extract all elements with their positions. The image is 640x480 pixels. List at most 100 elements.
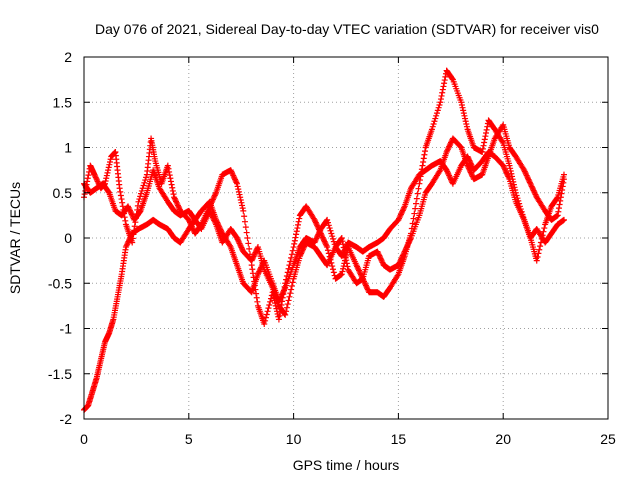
data-point <box>210 195 217 202</box>
data-point <box>460 107 467 114</box>
data-point <box>324 247 331 254</box>
data-point <box>127 208 134 215</box>
data-point <box>420 158 427 165</box>
y-tick-label: 0.5 <box>53 185 73 201</box>
data-point <box>325 222 332 229</box>
data-point <box>343 260 350 267</box>
data-point <box>248 257 255 264</box>
data-point <box>499 138 506 145</box>
data-point <box>169 184 176 191</box>
data-point <box>364 285 371 292</box>
data-point <box>449 75 456 82</box>
data-point <box>531 190 538 197</box>
data-point <box>420 155 427 162</box>
data-point <box>238 244 245 251</box>
data-point <box>105 164 112 171</box>
data-point <box>419 162 426 169</box>
data-point <box>375 249 382 256</box>
data-point <box>505 173 512 180</box>
data-point <box>404 241 411 248</box>
data-point <box>503 169 510 176</box>
data-point <box>407 236 414 243</box>
data-point <box>212 220 219 227</box>
data-point <box>428 126 435 133</box>
data-point <box>377 255 384 262</box>
data-point <box>361 279 368 286</box>
data-point <box>376 254 383 261</box>
data-point <box>328 230 335 237</box>
data-point <box>355 267 362 274</box>
data-point <box>84 178 91 185</box>
data-point <box>233 179 240 186</box>
data-point <box>394 272 401 279</box>
data-point <box>322 241 329 248</box>
data-point <box>458 99 465 106</box>
data-point <box>540 228 547 235</box>
data-point <box>285 265 292 272</box>
data-point <box>340 241 347 248</box>
data-point <box>432 115 439 122</box>
data-point <box>329 263 336 270</box>
data-point <box>479 145 486 152</box>
data-point <box>446 142 453 149</box>
data-point <box>261 320 268 327</box>
x-tick-label: 10 <box>286 431 302 447</box>
data-point <box>395 262 402 269</box>
data-point <box>241 213 248 220</box>
data-point <box>143 174 150 181</box>
data-point <box>560 179 567 186</box>
data-point <box>266 301 273 308</box>
data-point <box>507 168 514 175</box>
data-point <box>250 253 257 260</box>
data-point <box>105 188 112 195</box>
data-point <box>296 215 303 222</box>
data-point <box>330 235 337 242</box>
data-point <box>289 279 296 286</box>
data-point <box>533 257 540 264</box>
data-point <box>504 172 511 179</box>
data-point <box>429 123 436 130</box>
data-point <box>230 173 237 180</box>
data-point <box>141 179 148 186</box>
data-point <box>257 265 264 272</box>
data-point <box>321 238 328 245</box>
data-point <box>287 290 294 297</box>
data-point <box>413 200 420 207</box>
data-point <box>374 248 381 255</box>
data-point <box>506 162 513 169</box>
data-point <box>209 196 216 203</box>
data-point <box>411 210 418 217</box>
data-point <box>185 216 192 223</box>
data-point <box>239 245 246 252</box>
data-point <box>502 168 509 175</box>
data-point <box>106 158 113 165</box>
data-point <box>524 173 531 180</box>
data-point <box>320 235 327 242</box>
data-point <box>319 234 326 241</box>
data-point <box>119 203 126 210</box>
data-point <box>312 219 319 226</box>
data-point <box>142 177 149 184</box>
data-point <box>555 205 562 212</box>
data-point <box>209 213 216 220</box>
data-point <box>413 195 420 202</box>
data-point <box>165 165 172 172</box>
data-point <box>401 249 408 256</box>
data-point <box>443 149 450 156</box>
data-point <box>300 246 307 253</box>
data-point <box>403 244 410 251</box>
data-point <box>164 162 171 169</box>
data-point <box>443 167 450 174</box>
data-point <box>228 169 235 176</box>
data-point <box>354 263 361 270</box>
data-point <box>126 237 133 244</box>
data-point <box>406 237 413 244</box>
data-point <box>105 167 112 174</box>
data-point <box>283 304 290 311</box>
data-point <box>339 268 346 275</box>
data-point <box>137 193 144 200</box>
data-point <box>445 144 452 151</box>
data-point <box>126 235 133 242</box>
data-point <box>330 238 337 245</box>
data-point <box>254 298 261 305</box>
